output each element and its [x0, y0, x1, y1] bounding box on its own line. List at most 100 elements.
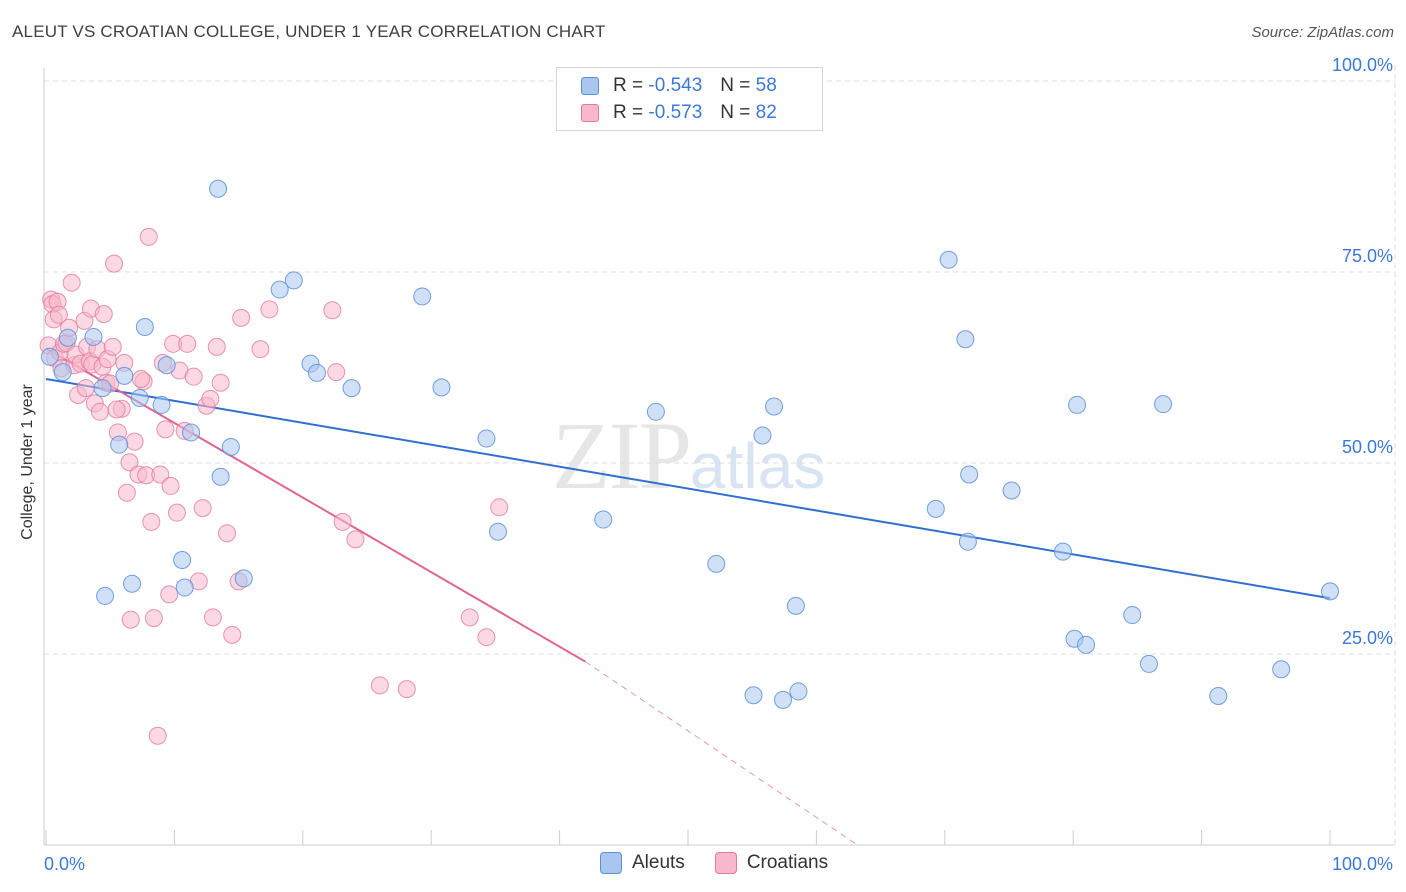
x-tick-label: 100.0%: [1332, 854, 1393, 874]
aleuts-point: [1272, 660, 1291, 679]
aleuts-legend-swatch: [600, 852, 622, 874]
aleuts-point: [40, 347, 59, 366]
aleuts-point: [765, 397, 784, 416]
aleuts-point: [152, 395, 171, 414]
croatians-point: [76, 379, 95, 398]
croatians-point: [184, 367, 203, 386]
croatians-point: [460, 608, 479, 627]
watermark-zip: ZIP: [552, 402, 692, 509]
series-legend: Aleuts Croatians: [600, 852, 858, 874]
croatians-point: [203, 608, 222, 627]
aleuts-point: [1077, 635, 1096, 654]
aleuts-point: [53, 363, 72, 382]
aleuts-point: [1068, 395, 1087, 414]
aleuts-swatch: [581, 77, 599, 95]
aleuts-point: [744, 686, 763, 705]
legend-n-value: 58: [755, 75, 777, 96]
aleuts-point: [270, 280, 289, 299]
aleuts-point: [157, 356, 176, 375]
croatians-point: [132, 369, 151, 388]
croatians-point: [333, 512, 352, 531]
aleuts-point: [342, 379, 361, 398]
croatians-point: [107, 400, 126, 419]
aleuts-point: [96, 586, 115, 605]
croatians-point: [490, 498, 509, 517]
croatians-point: [211, 373, 230, 392]
croatians-point: [397, 680, 416, 699]
axes: [43, 68, 1395, 846]
tick-labels: 25.0% 50.0% 75.0% 100.0% 0.0% 100.0%: [44, 55, 1393, 874]
croatians-point: [260, 300, 279, 319]
legend-r-value: -0.573: [648, 102, 703, 123]
legend-item-croatians[interactable]: Croatians: [714, 852, 828, 874]
aleuts-point: [182, 423, 201, 442]
aleuts-point: [774, 690, 793, 709]
aleuts-point: [135, 318, 154, 337]
legend-n-label: N =: [720, 75, 751, 96]
aleuts-point: [58, 328, 77, 347]
legend-r-label: R =: [613, 75, 644, 96]
aleuts-point: [926, 499, 945, 518]
legend-n-label: N =: [720, 102, 751, 123]
croatians-point: [160, 585, 179, 604]
y-tick-label: 25.0%: [1342, 628, 1393, 648]
croatians-point: [139, 227, 158, 246]
aleuts-point: [123, 574, 142, 593]
aleuts-point: [221, 437, 240, 456]
croatians-point: [323, 301, 342, 320]
correlation-legend: R = -0.543 N = 58 R = -0.573 N = 82: [556, 67, 823, 131]
aleuts-point: [1002, 481, 1021, 500]
croatians-point: [90, 402, 109, 421]
croatians-point: [167, 503, 186, 522]
aleuts-point: [939, 250, 958, 269]
aleuts-point: [1209, 687, 1228, 706]
croatians-point: [103, 337, 122, 356]
chart-title: ALEUT VS CROATIAN COLLEGE, UNDER 1 YEAR …: [12, 22, 606, 41]
aleuts-point: [110, 435, 129, 454]
legend-item-aleuts[interactable]: Aleuts: [600, 852, 685, 874]
croatians-points: [39, 227, 509, 745]
croatians-point: [121, 610, 140, 629]
aleuts-point: [1321, 582, 1339, 601]
croatians-point: [105, 254, 124, 273]
legend-label-aleuts: Aleuts: [632, 852, 685, 873]
croatians-point: [370, 676, 389, 695]
aleuts-point: [707, 554, 726, 573]
aleuts-point: [413, 287, 432, 306]
legend-r-value: -0.543: [648, 75, 703, 96]
croatians-point: [223, 625, 242, 644]
aleuts-point: [594, 510, 613, 529]
y-tick-label: 75.0%: [1342, 246, 1393, 266]
legend-row-croatians: R = -0.573 N = 82: [581, 100, 777, 126]
source-label: Source: ZipAtlas.com: [1251, 24, 1394, 41]
aleuts-point: [1053, 542, 1072, 561]
y-axis-label: College, Under 1 year: [19, 384, 36, 540]
croatians-point: [327, 363, 346, 382]
aleuts-trend-line: [45, 377, 1331, 600]
y-tick-label: 50.0%: [1342, 437, 1393, 457]
croatians-point: [125, 432, 144, 451]
aleuts-point: [234, 569, 253, 588]
aleuts-point: [1139, 654, 1158, 673]
croatians-point: [62, 273, 81, 292]
aleuts-point: [175, 578, 194, 597]
croatians-point: [148, 726, 167, 745]
croatians-legend-swatch: [714, 852, 737, 874]
trend-lines: [45, 347, 1331, 846]
aleuts-point: [958, 532, 977, 551]
aleuts-point: [786, 596, 805, 615]
croatians-point: [144, 609, 163, 628]
croatians-point: [193, 499, 212, 518]
croatians-point: [201, 389, 220, 408]
croatians-point: [117, 483, 136, 502]
y-tick-label: 100.0%: [1332, 55, 1393, 75]
aleuts-point: [956, 330, 975, 349]
aleuts-point: [307, 363, 326, 382]
aleuts-point: [93, 379, 112, 398]
croatians-swatch: [581, 104, 599, 122]
legend-row-aleuts: R = -0.543 N = 58: [581, 73, 777, 99]
croatians-point: [477, 628, 496, 647]
croatians-point: [251, 340, 270, 359]
croatians-point: [218, 524, 237, 543]
aleuts-point: [130, 389, 149, 408]
